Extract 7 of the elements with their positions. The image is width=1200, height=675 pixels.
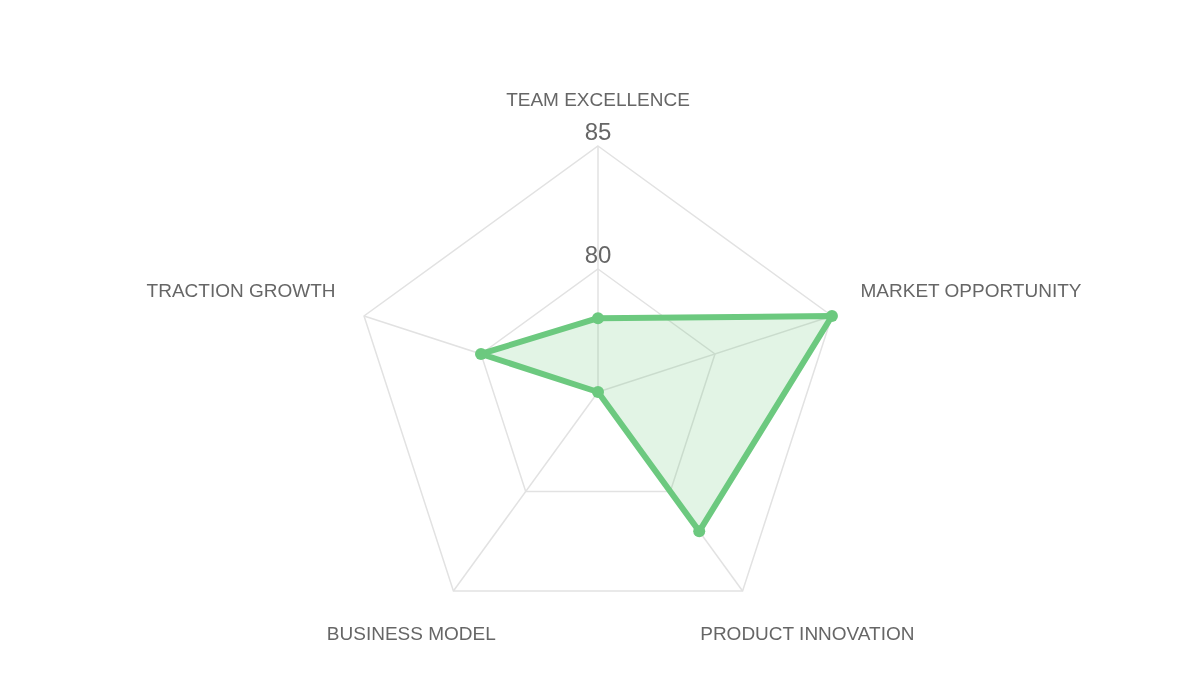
spoke-label: TRACTION GROWTH — [146, 279, 336, 301]
y-tick-label: 80 — [584, 241, 612, 268]
spoke-label: BUSINESS MODEL — [326, 623, 496, 645]
spoke-label: MARKET OPPORTUNITY — [860, 279, 1082, 301]
spoke-label: PRODUCT INNOVATION — [700, 623, 915, 645]
y-tick-label: 85 — [584, 118, 612, 145]
spoke-label: TEAM EXCELLENCE — [506, 89, 690, 110]
